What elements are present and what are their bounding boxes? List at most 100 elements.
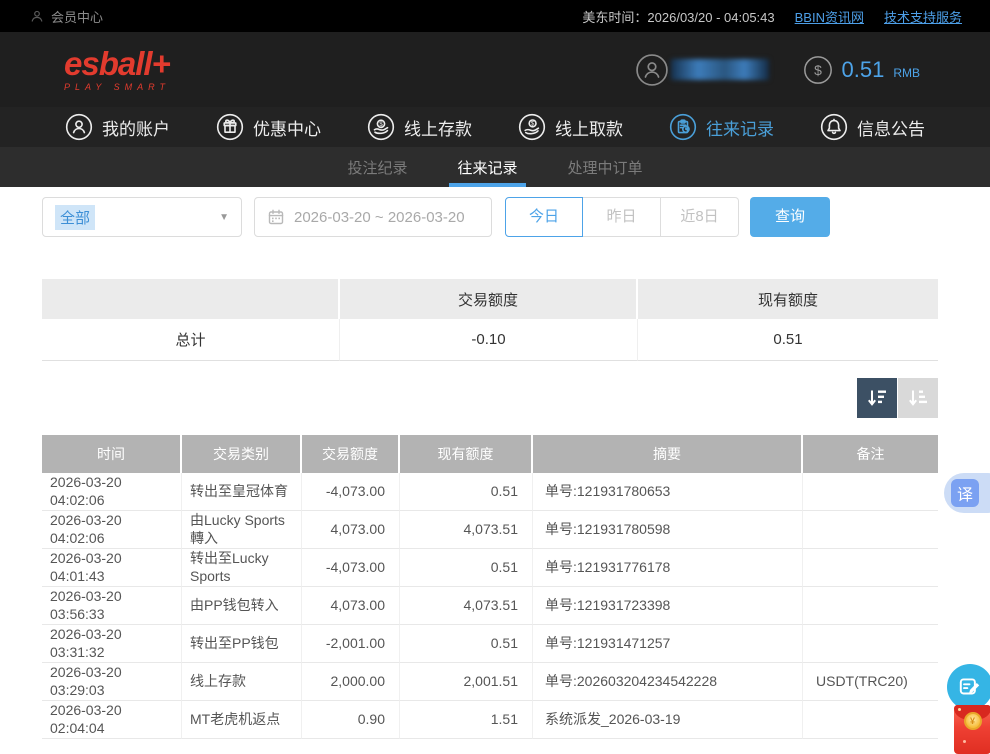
cell-type: 由PP钱包转入 <box>182 587 302 625</box>
sort-controls <box>42 378 938 418</box>
summary-header-transaction: 交易额度 <box>340 279 638 319</box>
logo-slogan: PLAY SMART <box>64 82 171 92</box>
nav-announcements[interactable]: 信息公告 <box>820 113 925 141</box>
sort-descending-button[interactable] <box>857 378 897 418</box>
records-icon <box>669 113 697 141</box>
cell-remark <box>803 511 938 549</box>
sort-ascending-icon <box>906 386 930 410</box>
tab-transaction-records[interactable]: 往来记录 <box>449 147 526 187</box>
table-row: 2026-03-20 03:29:03 线上存款 2,000.00 2,001.51 单… <box>42 663 938 701</box>
header-type: 交易类别 <box>182 435 302 473</box>
cell-balance: 0.51 <box>400 625 533 663</box>
cell-time: 2026-03-20 03:56:33 <box>42 587 182 625</box>
cell-remark: USDT(TRC20) <box>803 663 938 701</box>
feedback-button[interactable] <box>947 664 990 710</box>
user-icon <box>65 113 93 141</box>
cell-amount: -4,073.00 <box>302 549 400 587</box>
cell-summary: 单号:121931780653 <box>533 473 803 511</box>
withdraw-icon: $ <box>518 113 546 141</box>
cell-remark <box>803 587 938 625</box>
bbin-news-link[interactable]: BBIN资讯网 <box>794 9 864 25</box>
cell-amount: -2,001.00 <box>302 625 400 663</box>
translate-icon: 译 <box>951 479 979 507</box>
nav-promotions[interactable]: 优惠中心 <box>216 113 321 141</box>
balance-display[interactable]: $ 0.51 RMB <box>803 55 920 85</box>
topbar: 会员中心 美东时间：2026/03/20 - 04:05:43 BBIN资讯网 … <box>0 0 990 32</box>
cell-remark <box>803 473 938 511</box>
type-select[interactable]: 全部 ▼ <box>42 197 242 237</box>
edit-note-icon <box>957 674 983 700</box>
translate-button[interactable]: 译 <box>944 473 990 513</box>
today-button[interactable]: 今日 <box>505 197 583 237</box>
nav-label: 信息公告 <box>857 119 925 139</box>
table-row: 2026-03-20 04:01:43 转出至Lucky Sports -4,073… <box>42 549 938 587</box>
eastern-time: 美东时间：2026/03/20 - 04:05:43 <box>582 9 775 25</box>
cell-time: 2026-03-20 04:02:06 <box>42 511 182 549</box>
header-time: 时间 <box>42 435 182 473</box>
sparkle-decoration <box>958 708 961 711</box>
tech-support-link[interactable]: 技术支持服务 <box>883 9 962 25</box>
summary-total-label: 总计 <box>42 319 340 361</box>
sub-navigation: 投注纪录 往来记录 处理中订单 <box>0 147 990 187</box>
header: esball+ PLAY SMART $ 0.51 RMB <box>0 32 990 107</box>
cell-time: 2026-03-20 03:31:32 <box>42 625 182 663</box>
cell-type: 转出至PP钱包 <box>182 625 302 663</box>
cell-summary: 单号:121931780598 <box>533 511 803 549</box>
last-8-days-button[interactable]: 近8日 <box>661 197 739 237</box>
red-envelope-button[interactable]: ¥ <box>954 705 990 754</box>
table-row: 2026-03-20 03:31:32 转出至PP钱包 -2,001.00 0.51 单… <box>42 625 938 663</box>
summary-header-balance: 现有额度 <box>638 279 938 319</box>
deposit-icon: $ <box>367 113 395 141</box>
member-center-label: 会员中心 <box>51 9 104 25</box>
cell-balance: 0.51 <box>400 549 533 587</box>
nav-transaction-records[interactable]: 往来记录 <box>669 113 774 141</box>
cell-balance: 4,073.51 <box>400 511 533 549</box>
date-range-input[interactable]: 2026-03-20 ~ 2026-03-20 <box>254 197 492 237</box>
cell-remark <box>803 549 938 587</box>
dollar-icon: $ <box>803 55 833 85</box>
bell-icon <box>820 113 848 141</box>
cell-type: 线上存款 <box>182 663 302 701</box>
tab-betting-records[interactable]: 投注纪录 <box>347 159 408 177</box>
header-remark: 备注 <box>803 435 938 473</box>
nav-deposit[interactable]: $ 线上存款 <box>367 113 472 141</box>
cell-summary: 系统派发_2026-03-19 <box>533 701 803 739</box>
content-area: 全部 ▼ 2026-03-20 ~ 2026-03-20 今日 昨日 近8日 查… <box>0 187 990 739</box>
summary-total-balance: 0.51 <box>638 319 938 361</box>
summary-total-row: 总计 -0.10 0.51 <box>42 319 938 361</box>
records-header-row: 时间 交易类别 交易额度 现有额度 摘要 备注 <box>42 435 938 473</box>
summary-table: 交易额度 现有额度 总计 -0.10 0.51 <box>42 279 938 361</box>
cell-balance: 0.51 <box>400 473 533 511</box>
chevron-down-icon: ▼ <box>219 211 229 223</box>
cell-type: 转出至皇冠体育 <box>182 473 302 511</box>
table-row: 2026-03-20 04:02:06 由Lucky Sports轉入 4,073.… <box>42 511 938 549</box>
nav-label: 我的账户 <box>102 119 170 139</box>
yesterday-button[interactable]: 昨日 <box>583 197 661 237</box>
cell-time: 2026-03-20 02:04:04 <box>42 701 182 739</box>
nav-label: 线上取款 <box>555 119 623 139</box>
calendar-icon <box>267 208 285 226</box>
search-button[interactable]: 查询 <box>750 197 830 237</box>
sort-ascending-button[interactable] <box>898 378 938 418</box>
tab-processing-orders[interactable]: 处理中订单 <box>567 159 643 177</box>
records-table: 时间 交易类别 交易额度 现有额度 摘要 备注 2026-03-20 04:02… <box>42 435 938 739</box>
avatar-icon[interactable] <box>635 53 669 87</box>
summary-header-empty <box>42 279 340 319</box>
cell-amount: -4,073.00 <box>302 473 400 511</box>
main-navigation: 我的账户 优惠中心 $ 线上存款 $ 线上取款 往来记录 信息公告 <box>0 107 990 147</box>
header-balance: 现有额度 <box>400 435 533 473</box>
esball-logo[interactable]: esball+ PLAY SMART <box>64 47 171 92</box>
username-blurred[interactable] <box>670 59 769 80</box>
cell-amount: 4,073.00 <box>302 511 400 549</box>
cell-type: MT老虎机返点 <box>182 701 302 739</box>
nav-label: 线上存款 <box>404 119 472 139</box>
svg-text:$: $ <box>814 61 822 77</box>
member-center[interactable]: 会员中心 <box>30 7 103 26</box>
summary-header-row: 交易额度 现有额度 <box>42 279 938 319</box>
table-row: 2026-03-20 04:02:06 转出至皇冠体育 -4,073.00 0.51 单… <box>42 473 938 511</box>
nav-my-account[interactable]: 我的账户 <box>65 113 170 141</box>
header-summary: 摘要 <box>533 435 803 473</box>
gift-icon <box>216 113 244 141</box>
nav-label: 优惠中心 <box>253 119 321 139</box>
nav-withdraw[interactable]: $ 线上取款 <box>518 113 623 141</box>
